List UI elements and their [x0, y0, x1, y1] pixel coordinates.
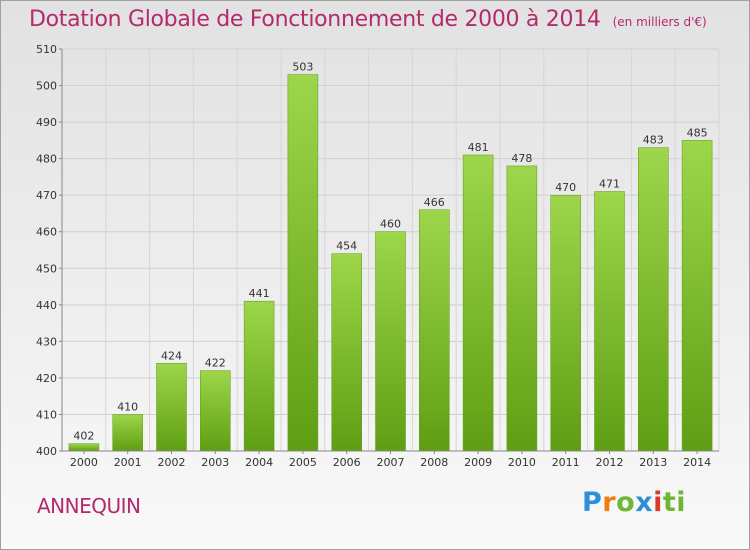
logo-letter: i [653, 487, 663, 518]
data-label: 471 [599, 178, 620, 191]
y-tick-label: 410 [36, 408, 57, 421]
logo-letter: x [635, 487, 654, 518]
bar-2002 [156, 363, 187, 452]
bars: 402 410 424 422 441 503 454 460 466 481 478 470 471 4… [68, 61, 713, 452]
x-tick-label: 2009 [464, 456, 492, 469]
bar-2005 [287, 74, 319, 452]
place-name: ANNEQUIN [37, 494, 141, 518]
bar-2014 [681, 140, 713, 452]
x-tick-label: 2003 [201, 456, 229, 469]
data-label: 441 [249, 287, 270, 300]
data-label: 454 [336, 240, 357, 253]
logo-letter: i [676, 487, 687, 518]
logo-letter: r [602, 487, 617, 518]
x-tick-label: 2010 [508, 456, 536, 469]
y-tick-label: 500 [36, 80, 57, 93]
x-tick-label: 2014 [683, 456, 711, 469]
x-tick-label: 2008 [420, 456, 448, 469]
bar-2000 [68, 443, 100, 452]
y-tick-label: 480 [36, 153, 57, 166]
y-tick-label: 440 [36, 299, 57, 312]
y-tick-label: 450 [36, 262, 57, 275]
bar-2011 [550, 194, 581, 452]
x-tick-label: 2005 [289, 456, 317, 469]
y-tick-label: 510 [36, 43, 57, 56]
y-tick-label: 400 [36, 445, 57, 458]
data-label: 466 [424, 196, 445, 209]
x-tick-label: 2000 [70, 456, 98, 469]
chart-title: Dotation Globale de Fonctionnement de 20… [29, 7, 707, 32]
y-tick-label: 490 [36, 116, 57, 129]
data-label: 481 [468, 141, 489, 154]
bar-2006 [331, 253, 362, 452]
bar-2008 [419, 209, 450, 452]
y-tick-label: 460 [36, 226, 57, 239]
bar-2001 [112, 414, 143, 452]
title-text: Dotation Globale de Fonctionnement de 20… [29, 7, 601, 32]
x-tick-label: 2013 [639, 456, 667, 469]
data-label: 470 [555, 181, 576, 194]
bar-2007 [375, 231, 406, 452]
chart-subtitle: (en milliers d'€) [612, 15, 707, 29]
proxiti-logo[interactable]: Proxiti [582, 487, 686, 518]
logo-letter: P [582, 487, 603, 518]
x-tick-label: 2011 [552, 456, 580, 469]
logo-letter: o [616, 487, 636, 518]
bar-2013 [638, 147, 669, 452]
data-label: 422 [205, 357, 226, 370]
data-label: 424 [161, 349, 182, 362]
logo-letter: t [662, 487, 677, 518]
x-tick-label: 2012 [596, 456, 624, 469]
x-tick-label: 2007 [377, 456, 405, 469]
x-tick-label: 2004 [245, 456, 273, 469]
x-tick-label: 2001 [114, 456, 142, 469]
bar-2012 [594, 191, 625, 452]
data-label: 460 [380, 218, 401, 231]
y-tick-label: 430 [36, 335, 57, 348]
y-tick-label: 420 [36, 372, 57, 385]
data-label: 478 [511, 152, 532, 165]
bar-2009 [462, 154, 494, 452]
y-tick-label: 470 [36, 189, 57, 202]
x-tick-label: 2002 [158, 456, 186, 469]
bar-2010 [506, 165, 538, 452]
data-label: 503 [292, 61, 313, 74]
axes: 400 410 420 430 440 450 460 470 480 490 500 510 2000… [36, 43, 719, 469]
data-label: 483 [643, 134, 664, 147]
bar-2004 [243, 300, 275, 452]
data-label: 410 [117, 400, 138, 413]
data-label: 402 [73, 430, 94, 443]
x-tick-label: 2006 [333, 456, 361, 469]
data-label: 485 [687, 126, 708, 139]
bar-2003 [200, 370, 231, 452]
